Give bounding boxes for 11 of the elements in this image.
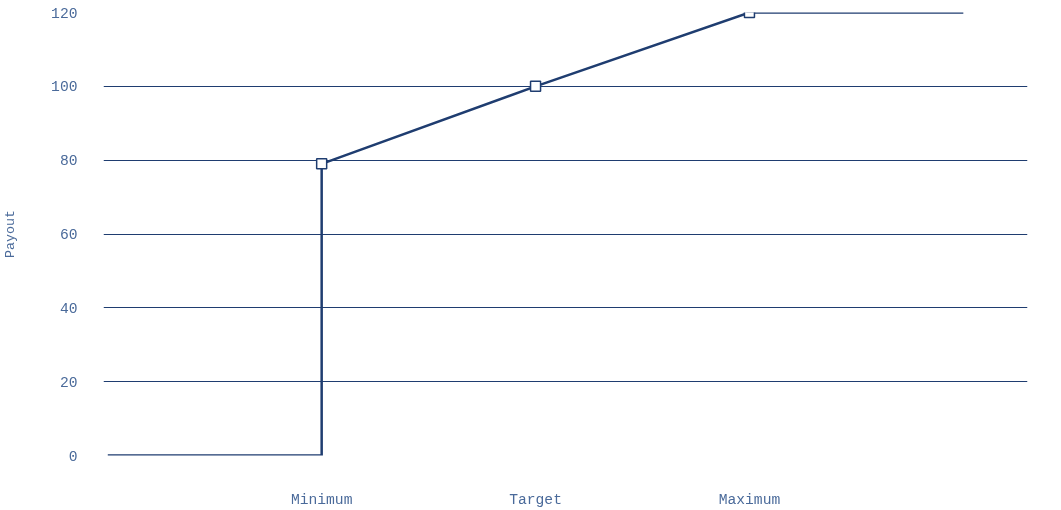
- y-tick-label: 20: [59, 374, 78, 391]
- y-tick-label: 40: [59, 300, 78, 317]
- y-tick-label: 0: [68, 448, 78, 465]
- y-tick-label: 80: [59, 153, 78, 170]
- x-tick-label: Maximum: [718, 491, 781, 508]
- x-tick-label: Target: [509, 491, 562, 508]
- y-tick-label: 120: [51, 5, 78, 22]
- x-tick-label: Minimum: [290, 491, 353, 508]
- y-tick-label: 60: [59, 227, 78, 243]
- y-tick-label: 100: [51, 79, 78, 96]
- y-axis-title: Payout: [3, 209, 19, 258]
